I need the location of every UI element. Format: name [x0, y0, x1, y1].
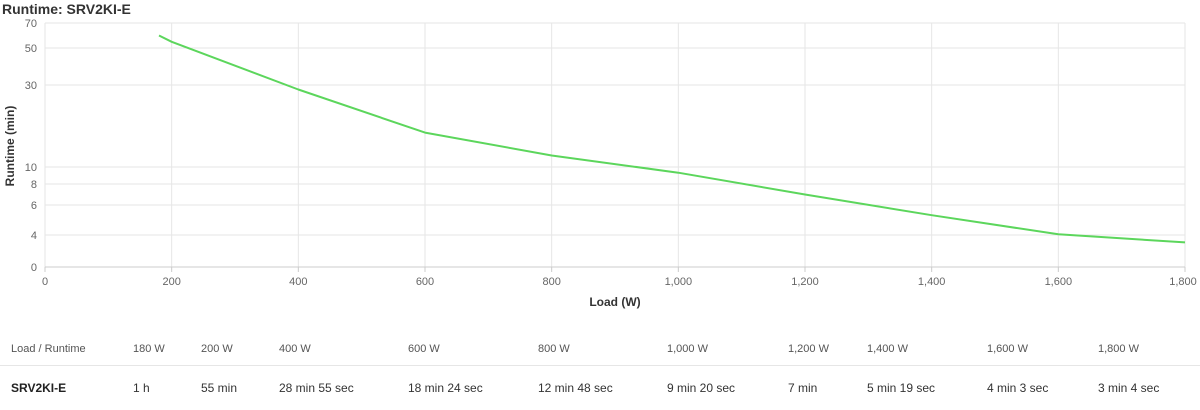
- runtime-value-cell: 9 min 20 sec: [667, 381, 736, 395]
- chart-grid: [44, 22, 1186, 268]
- x-tick-label: 0: [42, 276, 48, 288]
- y-axis-label: Runtime (min): [3, 106, 17, 187]
- x-tick-label: 800: [542, 276, 560, 288]
- y-tick-label: 6: [31, 200, 37, 212]
- y-tick-label: 0: [31, 262, 37, 274]
- runtime-chart: 0 200 400 600 800 1,000 1,200 1,400 1,600 1,800 0 4…: [3, 18, 1197, 309]
- y-tick-label: 4: [31, 230, 37, 242]
- load-header-cell: 180 W: [133, 343, 165, 355]
- load-runtime-label: Load / Runtime: [11, 343, 86, 355]
- runtime-value-cell: 1 h: [133, 381, 150, 395]
- runtime-value-cell: 18 min 24 sec: [408, 381, 483, 395]
- runtime-table: Load / Runtime 180 W 200 W 400 W 600 W 800 W…: [0, 333, 1200, 410]
- x-tick-label: 1,600: [1045, 276, 1073, 288]
- x-tick-label: 1,400: [918, 276, 946, 288]
- load-header-cell: 800 W: [538, 343, 570, 355]
- x-tick-label: 1,000: [665, 276, 693, 288]
- runtime-value-cell: 3 min 4 sec: [1098, 381, 1160, 395]
- runtime-value-cell: 28 min 55 sec: [279, 381, 354, 395]
- chart-axes: [44, 266, 1186, 272]
- x-tick-label: 200: [162, 276, 180, 288]
- x-tick-label: 1,800: [1169, 276, 1197, 288]
- load-header-cell: 600 W: [408, 343, 440, 355]
- load-header-cell: 1,000 W: [667, 343, 708, 355]
- runtime-value-cell: 7 min: [788, 381, 818, 395]
- load-header-cell: 1,800 W: [1098, 343, 1139, 355]
- x-axis-label: Load (W): [589, 295, 640, 309]
- chart-series: [158, 34, 1186, 244]
- load-header-cell: 200 W: [201, 343, 233, 355]
- load-header-cell: 1,400 W: [867, 343, 908, 355]
- table-row: SRV2KI-E 1 h 55 min 28 min 55 sec 18 min 24…: [0, 366, 1200, 410]
- runtime-value-cell: 5 min 19 sec: [867, 381, 936, 395]
- y-tick-label: 70: [25, 18, 37, 30]
- model-name: SRV2KI-E: [11, 381, 67, 395]
- y-tick-label: 10: [25, 162, 37, 174]
- runtime-value-cell: 55 min: [201, 381, 238, 395]
- table-header-row: Load / Runtime 180 W 200 W 400 W 600 W 800 W…: [0, 333, 1200, 366]
- y-tick-label: 30: [25, 80, 37, 92]
- x-tick-label: 400: [289, 276, 307, 288]
- x-tick-label: 600: [416, 276, 434, 288]
- x-tick-label: 1,200: [791, 276, 819, 288]
- runtime-value-cell: 4 min 3 sec: [987, 381, 1049, 395]
- load-header-cell: 400 W: [279, 343, 311, 355]
- y-tick-label: 8: [31, 179, 37, 191]
- load-header-cell: 1,600 W: [987, 343, 1028, 355]
- series-line: [158, 34, 1186, 244]
- chart-title: Runtime: SRV2KI-E: [2, 1, 131, 17]
- chart-tick-labels: 0 200 400 600 800 1,000 1,200 1,400 1,600 1,800 0 4…: [25, 18, 1197, 288]
- y-tick-label: 50: [25, 43, 37, 55]
- load-header-cell: 1,200 W: [788, 343, 829, 355]
- runtime-value-cell: 12 min 48 sec: [538, 381, 613, 395]
